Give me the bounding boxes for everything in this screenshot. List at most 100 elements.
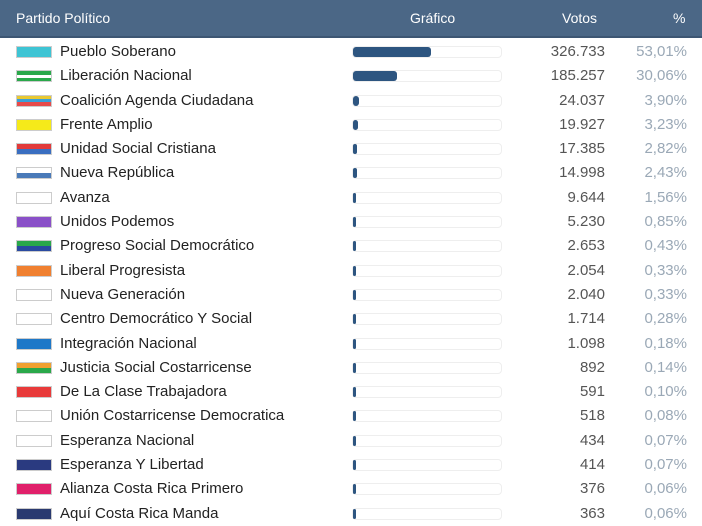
flag-stripe <box>17 387 51 398</box>
vote-bar-track <box>352 483 502 496</box>
vote-bar-track <box>352 459 502 472</box>
flag-stripe <box>17 47 51 57</box>
flag-stripe <box>17 77 51 82</box>
table-row: Liberal Progresista 2.054 0,33% <box>0 259 702 283</box>
party-flag-icon <box>16 410 52 423</box>
flag-stripe <box>17 173 51 179</box>
vote-percent: 53,01% <box>636 43 687 60</box>
party-name: Alianza Costa Rica Primero <box>60 480 244 498</box>
vote-bar-fill <box>353 144 358 155</box>
flag-stripe <box>17 289 51 300</box>
flag-stripe <box>17 246 51 252</box>
table-row: Coalición Agenda Ciudadana 24.037 3,90% <box>0 89 702 113</box>
party-name: Nueva Generación <box>60 285 186 303</box>
party-name: Unión Costarricense Democratica <box>60 407 285 425</box>
party-flag-icon <box>16 483 52 496</box>
vote-bar-fill <box>353 265 356 276</box>
party-name: Coalición Agenda Ciudadana <box>60 91 254 109</box>
flag-stripe <box>17 411 51 422</box>
flag-stripe <box>17 460 51 471</box>
party-flag-icon <box>16 264 52 277</box>
vote-percent: 0,85% <box>644 213 687 231</box>
table-row: Centro Democrático Y Social 1.714 0,28% <box>0 307 702 331</box>
vote-percent: 0,33% <box>644 285 687 303</box>
vote-count: 326.733 <box>550 43 605 60</box>
vote-bar-track <box>352 216 502 229</box>
vote-count: 518 <box>579 407 605 425</box>
flag-stripe <box>17 168 51 174</box>
party-name: Justicia Social Costarricense <box>60 358 252 376</box>
flag-stripe <box>17 71 51 75</box>
vote-bar-track <box>352 337 502 350</box>
vote-bar-fill <box>353 314 356 325</box>
vote-bar-track <box>352 288 502 301</box>
vote-bar-track <box>352 191 502 204</box>
flag-stripe <box>17 217 51 228</box>
vote-bar-fill <box>353 71 398 82</box>
vote-count: 14.998 <box>559 164 605 182</box>
vote-bar-fill <box>353 484 356 495</box>
vote-percent: 0,18% <box>644 334 687 352</box>
vote-count: 2.054 <box>567 261 605 279</box>
party-name: Liberación Nacional <box>60 67 192 85</box>
flag-stripe <box>17 98 51 103</box>
vote-count: 376 <box>579 480 605 498</box>
party-name: Liberal Progresista <box>60 261 186 279</box>
party-flag-icon <box>16 507 52 520</box>
flag-stripe <box>17 338 51 349</box>
flag-stripe <box>17 265 51 276</box>
vote-percent: 2,43% <box>644 164 687 182</box>
vote-bar-track <box>352 167 502 180</box>
party-flag-icon <box>16 288 52 301</box>
vote-count: 363 <box>579 504 605 522</box>
table-row: Esperanza Nacional 434 0,07% <box>0 429 702 453</box>
party-name: Progreso Social Democrático <box>60 237 255 255</box>
party-name: Avanza <box>60 188 110 206</box>
vote-bar-track <box>352 386 502 399</box>
flag-stripe <box>17 508 51 519</box>
vote-bar-track <box>352 240 502 253</box>
party-name: Nueva República <box>60 164 175 182</box>
party-name: De La Clase Trabajadora <box>60 383 227 401</box>
party-name: Unidos Podemos <box>60 213 175 231</box>
header-pct: % <box>673 10 686 26</box>
party-name: Centro Democrático Y Social <box>60 310 253 328</box>
vote-percent: 2,82% <box>644 140 687 158</box>
party-flag-icon <box>16 361 52 374</box>
vote-percent: 0,08% <box>644 407 687 425</box>
flag-stripe <box>17 362 51 368</box>
vote-percent: 0,10% <box>644 383 687 401</box>
vote-bar-track <box>352 434 502 447</box>
table-row: Liberación Nacional 185.257 30,06% <box>0 64 702 88</box>
vote-count: 414 <box>579 456 605 474</box>
vote-percent: 0,06% <box>644 504 687 522</box>
vote-bar-track <box>352 264 502 277</box>
vote-percent: 0,33% <box>644 261 687 279</box>
vote-percent: 0,43% <box>644 237 687 255</box>
table-row: Avanza 9.644 1,56% <box>0 186 702 210</box>
vote-bar-fill <box>353 47 432 57</box>
header-chart: Gráfico <box>410 10 456 26</box>
vote-count: 19.927 <box>559 115 605 133</box>
table-row: Frente Amplio 19.927 3,23% <box>0 113 702 137</box>
party-flag-icon <box>16 337 52 350</box>
vote-bar-track <box>352 118 502 131</box>
vote-bar-track <box>352 46 502 58</box>
header-party: Partido Político <box>16 10 111 26</box>
flag-stripe <box>17 367 51 373</box>
flag-stripe <box>17 314 51 325</box>
vote-percent: 0,07% <box>644 456 687 474</box>
vote-count: 2.653 <box>567 237 605 255</box>
vote-bar-fill <box>353 168 357 179</box>
flag-stripe <box>17 241 51 247</box>
table-row: Pueblo Soberano 326.733 53,01% <box>0 40 702 64</box>
table-header: Partido Político Gráfico Votos % <box>0 0 702 38</box>
table-row: De La Clase Trabajadora 591 0,10% <box>0 380 702 404</box>
party-flag-icon <box>16 386 52 399</box>
table-row: Alianza Costa Rica Primero 376 0,06% <box>0 477 702 501</box>
results-table: Pueblo Soberano 326.733 53,01% Liberació… <box>0 40 702 526</box>
vote-bar-fill <box>353 192 356 203</box>
party-flag-icon <box>16 434 52 447</box>
party-flag-icon <box>16 459 52 472</box>
vote-bar-fill <box>353 435 356 446</box>
